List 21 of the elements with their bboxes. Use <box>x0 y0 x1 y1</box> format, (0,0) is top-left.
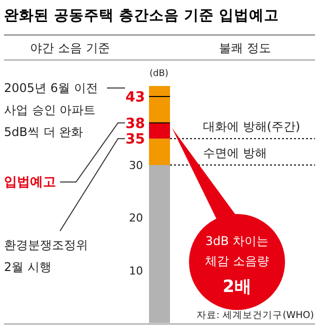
text: 2005년 6월 이전 사업 승인 아파트 5dB씩 더 완화 <box>4 81 98 139</box>
y-tick-label: 38 <box>126 116 145 132</box>
text: 야간 소음 기준 <box>30 41 110 55</box>
bar <box>149 122 170 139</box>
bar <box>149 138 170 165</box>
y-tick-label: 35 <box>126 132 145 148</box>
text: 입법예고 <box>4 175 56 190</box>
y-tick-label: 20 <box>129 212 143 225</box>
text: 3dB 차이는 체감 소음량 2배 <box>205 234 269 297</box>
bar <box>149 86 170 123</box>
y-tick-label: 10 <box>129 264 143 278</box>
ref-line-label: 대화에 방해(주간) <box>203 120 300 134</box>
chart-title: 완화된 공동주택 층간소음 기준 입법예고 <box>4 8 280 24</box>
text: 환경분쟁조정위 2월 시행 <box>4 238 88 274</box>
y-tick-label: 43 <box>126 90 145 106</box>
text: 자료: 세계보건기구(WHO) <box>196 310 314 321</box>
bar <box>149 165 170 323</box>
text: 불쾌 정도 <box>219 41 271 55</box>
y-axis-title: (dB) <box>150 69 168 79</box>
ref-line-label: 수면에 방해 <box>203 146 267 160</box>
y-tick-label: 30 <box>129 159 143 172</box>
